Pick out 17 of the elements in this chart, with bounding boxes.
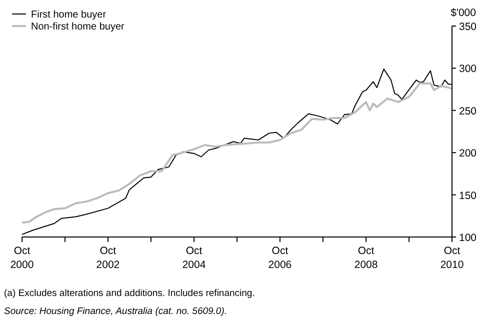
y-tick-label: 100 [459, 232, 477, 244]
y-tick-label: 300 [459, 63, 477, 76]
legend-label: Non-first home buyer [31, 22, 126, 32]
y-tick-label: 200 [459, 148, 477, 160]
y-axis-title: $'000 [450, 7, 476, 19]
source-note: Source: Housing Finance, Australia (cat. no. 5609.0). [4, 306, 228, 317]
x-tick-label: Oct 2006 [268, 245, 292, 271]
x-tick-label: Oct 2004 [182, 245, 206, 271]
text: (a) Excludes alterations and additions. Includes refinancing. [4, 288, 255, 299]
x-tick-label: Oct 2000 [10, 245, 34, 271]
x-tick-label: Oct 2008 [354, 245, 378, 271]
x-tick-label: Oct 2002 [96, 245, 120, 271]
x-tick-label: Oct 2010 [440, 245, 464, 271]
legend-label: First home buyer [31, 10, 107, 20]
y-tick-label: 150 [459, 190, 477, 202]
y-tick-label: 350 [459, 21, 477, 33]
y-tick-label: 250 [459, 105, 477, 118]
